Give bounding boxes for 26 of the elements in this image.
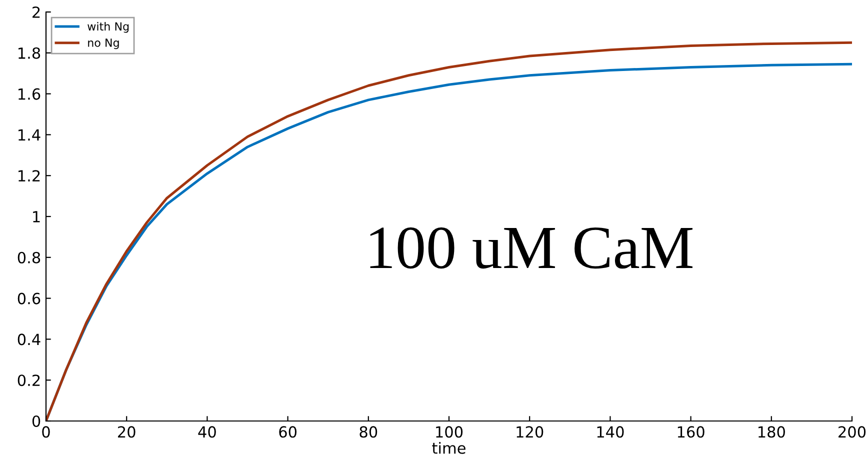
- x-tick-label: 20: [118, 426, 136, 438]
- y-tick-label: 1.4: [18, 129, 40, 141]
- y-tick-label: 1.2: [18, 170, 40, 182]
- y-tick-label: 0.6: [18, 292, 40, 304]
- y-tick-label: 0: [32, 415, 40, 428]
- x-tick-label: 140: [597, 426, 624, 438]
- y-tick-label: 1: [33, 211, 40, 222]
- legend-label: with Ng: [88, 22, 129, 33]
- x-tick-label: 0: [42, 426, 50, 438]
- legend-label: no Ng: [88, 38, 119, 50]
- x-tick-label: 40: [198, 426, 216, 438]
- y-tick-label: 2: [32, 6, 40, 18]
- x-tick-label: 60: [279, 426, 297, 438]
- y-tick-label: 1.6: [18, 88, 40, 100]
- x-tick-label: 180: [758, 426, 785, 438]
- y-tick-label: 1.8: [18, 47, 40, 59]
- x-tick-label: 160: [678, 426, 704, 438]
- y-tick-label: 0.4: [18, 334, 40, 346]
- x-tick-label: 200: [838, 426, 866, 438]
- y-tick-label: 0.2: [18, 374, 40, 386]
- annotation: 100 uM CaM: [370, 227, 692, 269]
- x-tick-label: 100: [436, 426, 463, 438]
- y-tick-label: 0.8: [18, 252, 40, 264]
- x-axis-title: time: [432, 442, 466, 454]
- x-tick-label: 80: [360, 426, 378, 438]
- x-tick-label: 120: [516, 426, 544, 438]
